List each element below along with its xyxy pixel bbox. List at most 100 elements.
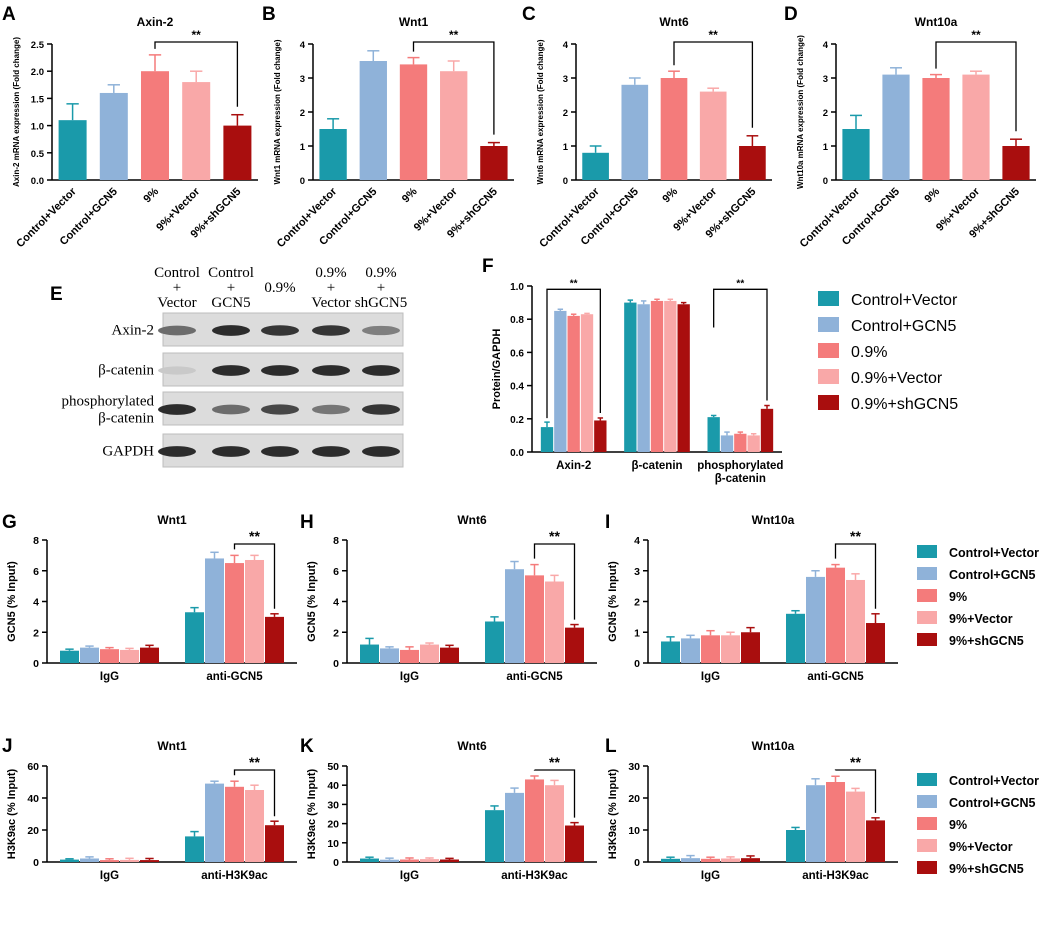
legend-swatch — [818, 343, 839, 358]
blot-row-label: GAPDH — [102, 444, 154, 460]
bar — [637, 304, 650, 452]
bar — [624, 302, 637, 452]
y-axis-label: GCN5 (% Input) — [607, 561, 619, 642]
y-tick-label: 1.0 — [510, 282, 524, 293]
legend-swatch — [917, 589, 937, 602]
y-tick-label: 30 — [628, 761, 640, 773]
chart-title: Wnt1 — [157, 739, 187, 753]
bar — [100, 649, 119, 663]
x-tick-label: anti-H3K9ac — [501, 870, 568, 882]
legend-label: Control+Vector — [851, 292, 958, 309]
x-tick-label: anti-GCN5 — [206, 671, 263, 683]
bar — [420, 644, 439, 663]
bar — [701, 858, 720, 862]
bar — [567, 315, 580, 452]
blot-band — [362, 404, 400, 415]
y-tick-label: 30 — [327, 799, 339, 811]
significance-label: ** — [971, 28, 981, 42]
legend-label: 9%+Vector — [949, 840, 1013, 854]
bar — [205, 558, 224, 663]
x-tick-label: 9% — [660, 185, 680, 205]
bar — [661, 641, 680, 663]
blot-row-label: Axin-2 — [112, 323, 155, 339]
y-tick-label: 1.0 — [31, 122, 44, 133]
bar — [882, 74, 910, 180]
bar — [721, 635, 740, 663]
blot-band — [158, 404, 196, 415]
blot-column-label: 0.9% — [264, 280, 295, 296]
y-axis-label: Axin-2 mRNA expression (Fold change) — [12, 37, 21, 187]
bar — [440, 71, 468, 180]
chart-J: J Wnt1 0 20 40 60 IgG anti-H3K9ac H3K9ac (% Inpu… — [2, 736, 297, 882]
y-tick-label: 0.0 — [510, 448, 524, 459]
panel-letter: C — [522, 4, 536, 25]
bar — [734, 433, 747, 452]
bar — [1002, 146, 1030, 180]
blot-column-label: 0.9% — [365, 265, 396, 281]
bar — [80, 858, 99, 862]
y-tick-label: 1.5 — [31, 94, 45, 105]
bar — [485, 621, 504, 663]
bar — [741, 858, 760, 862]
blot-column-label: Vector — [157, 295, 196, 311]
significance-label: ** — [549, 528, 560, 544]
y-axis-label: Wnt10a mRNA expression (Fold change) — [796, 35, 805, 189]
x-tick-label: IgG — [100, 671, 119, 683]
y-tick-label: 10 — [628, 825, 640, 837]
y-tick-label: 3 — [823, 74, 828, 85]
y-tick-label: 4 — [33, 597, 39, 609]
bar — [420, 859, 439, 862]
blot-band — [312, 325, 350, 336]
bar — [265, 825, 284, 862]
blot-column-label: + — [327, 280, 335, 296]
y-tick-label: 0.4 — [510, 382, 524, 393]
panel-letter: I — [605, 512, 610, 533]
chart-title: Wnt1 — [399, 15, 429, 29]
bar — [681, 858, 700, 862]
bar — [525, 575, 544, 663]
blot-band — [212, 404, 250, 415]
significance-label: ** — [850, 754, 861, 770]
bar — [594, 420, 607, 452]
blot-band — [362, 446, 400, 457]
y-tick-label: 50 — [327, 761, 339, 773]
blot-band — [312, 446, 350, 457]
y-tick-label: 3 — [563, 74, 568, 85]
bar — [554, 310, 567, 452]
bar — [699, 91, 727, 180]
legend-label: 0.9%+shGCN5 — [851, 396, 958, 413]
bar — [660, 78, 688, 180]
bar — [100, 860, 119, 862]
significance-label: ** — [192, 28, 202, 42]
y-tick-label: 0 — [333, 658, 339, 670]
panel-letter: K — [300, 736, 314, 757]
significance-bracket — [546, 288, 601, 419]
legend-swatch — [818, 291, 839, 306]
y-axis-label: Wnt1 mRNA expression (Fold change) — [273, 39, 282, 184]
bar — [485, 810, 504, 862]
bar — [120, 649, 139, 663]
x-tick-label: IgG — [701, 870, 720, 882]
legend-label: Control+Vector — [949, 774, 1039, 788]
y-tick-label: 0.6 — [510, 348, 524, 359]
y-tick-label: 2 — [563, 108, 568, 119]
blot-row-label: phosphorylated — [62, 394, 155, 410]
blot-band — [158, 325, 196, 336]
y-tick-label: 0 — [823, 176, 828, 187]
y-tick-label: 1 — [823, 142, 829, 153]
x-tick-label: IgG — [100, 870, 119, 882]
blot-column-label: + — [227, 280, 235, 296]
panel-letter: A — [2, 4, 16, 25]
bar — [58, 120, 87, 180]
y-tick-label: 2 — [634, 597, 640, 609]
y-axis-label: Wnt6 mRNA expression (Fold change) — [536, 39, 545, 184]
y-tick-label: 60 — [27, 761, 39, 773]
legend-F: Control+Vector Control+GCN5 0.9% 0.9%+Vecto… — [818, 291, 958, 413]
y-tick-label: 0.2 — [510, 415, 524, 426]
chart-H: H Wnt6 0 2 4 6 8 IgG anti-GCN5 GCN5 (% Input) ** — [300, 512, 597, 683]
x-tick-label: 9% — [922, 185, 942, 205]
y-tick-label: 1 — [634, 627, 640, 639]
significance-bracket — [834, 543, 877, 609]
